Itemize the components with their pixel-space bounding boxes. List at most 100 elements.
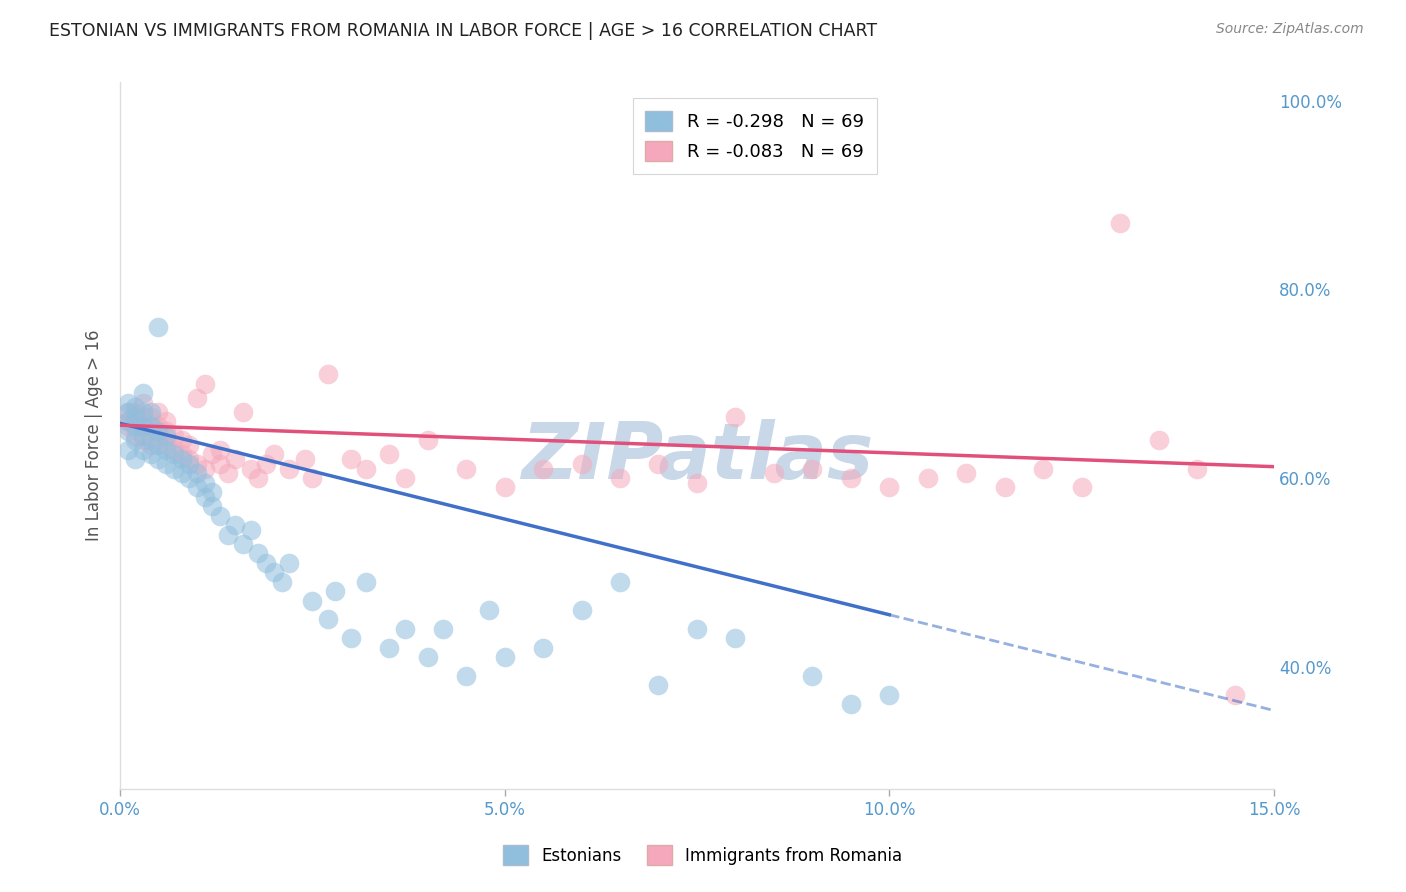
Point — [1109, 216, 1132, 230]
Point — [117, 442, 139, 457]
Point — [194, 490, 217, 504]
Point — [432, 622, 454, 636]
Point — [124, 409, 146, 424]
Point — [294, 452, 316, 467]
Point — [179, 471, 201, 485]
Point — [170, 434, 193, 448]
Point — [278, 556, 301, 570]
Point — [132, 395, 155, 409]
Point — [194, 475, 217, 490]
Point — [132, 409, 155, 424]
Point — [201, 485, 224, 500]
Point — [163, 428, 186, 442]
Point — [208, 508, 231, 523]
Point — [148, 320, 170, 334]
Point — [571, 457, 593, 471]
Point — [354, 574, 377, 589]
Y-axis label: In Labor Force | Age > 16: In Labor Force | Age > 16 — [86, 330, 103, 541]
Point — [148, 434, 170, 448]
Point — [155, 428, 177, 442]
Point — [194, 461, 217, 475]
Point — [224, 452, 246, 467]
Point — [186, 467, 208, 481]
Point — [724, 409, 747, 424]
Text: ESTONIAN VS IMMIGRANTS FROM ROMANIA IN LABOR FORCE | AGE > 16 CORRELATION CHART: ESTONIAN VS IMMIGRANTS FROM ROMANIA IN L… — [49, 22, 877, 40]
Point — [155, 457, 177, 471]
Point — [124, 428, 146, 442]
Point — [117, 419, 139, 434]
Legend: Estonians, Immigrants from Romania: Estonians, Immigrants from Romania — [494, 836, 912, 875]
Point — [801, 461, 824, 475]
Point — [270, 574, 292, 589]
Point — [263, 566, 285, 580]
Point — [247, 546, 270, 560]
Point — [163, 461, 186, 475]
Point — [416, 434, 439, 448]
Point — [117, 414, 139, 428]
Point — [316, 368, 339, 382]
Point — [170, 447, 193, 461]
Point — [378, 640, 401, 655]
Point — [139, 447, 162, 461]
Point — [139, 419, 162, 434]
Point — [531, 640, 554, 655]
Point — [494, 650, 516, 665]
Point — [877, 480, 900, 494]
Point — [647, 678, 669, 692]
Point — [117, 414, 139, 428]
Point — [155, 414, 177, 428]
Point — [1147, 434, 1170, 448]
Point — [186, 391, 208, 405]
Point — [994, 480, 1017, 494]
Point — [148, 405, 170, 419]
Point — [839, 471, 862, 485]
Point — [148, 424, 170, 438]
Point — [416, 650, 439, 665]
Point — [194, 376, 217, 391]
Point — [232, 537, 254, 551]
Point — [139, 405, 162, 419]
Point — [148, 438, 170, 452]
Point — [186, 457, 208, 471]
Point — [278, 461, 301, 475]
Point — [124, 434, 146, 448]
Point — [1185, 461, 1208, 475]
Point — [354, 461, 377, 475]
Point — [609, 471, 631, 485]
Text: ZIPatlas: ZIPatlas — [520, 418, 873, 495]
Text: Source: ZipAtlas.com: Source: ZipAtlas.com — [1216, 22, 1364, 37]
Point — [325, 584, 347, 599]
Point — [201, 447, 224, 461]
Point — [456, 669, 478, 683]
Point — [124, 405, 146, 419]
Point — [877, 688, 900, 702]
Point — [117, 405, 139, 419]
Point — [124, 414, 146, 428]
Point — [148, 419, 170, 434]
Point — [394, 471, 416, 485]
Point — [917, 471, 939, 485]
Point — [239, 523, 262, 537]
Point — [456, 461, 478, 475]
Point — [263, 447, 285, 461]
Point — [531, 461, 554, 475]
Point — [254, 457, 277, 471]
Point — [239, 461, 262, 475]
Point — [647, 457, 669, 471]
Point — [186, 480, 208, 494]
Point — [132, 428, 155, 442]
Point — [208, 457, 231, 471]
Point — [117, 405, 139, 419]
Point — [955, 467, 977, 481]
Point — [316, 612, 339, 626]
Point — [217, 467, 239, 481]
Point — [117, 424, 139, 438]
Point — [217, 527, 239, 541]
Point — [247, 471, 270, 485]
Point — [132, 419, 155, 434]
Point — [201, 500, 224, 514]
Point — [139, 434, 162, 448]
Point — [686, 475, 709, 490]
Point — [132, 386, 155, 401]
Point — [478, 603, 501, 617]
